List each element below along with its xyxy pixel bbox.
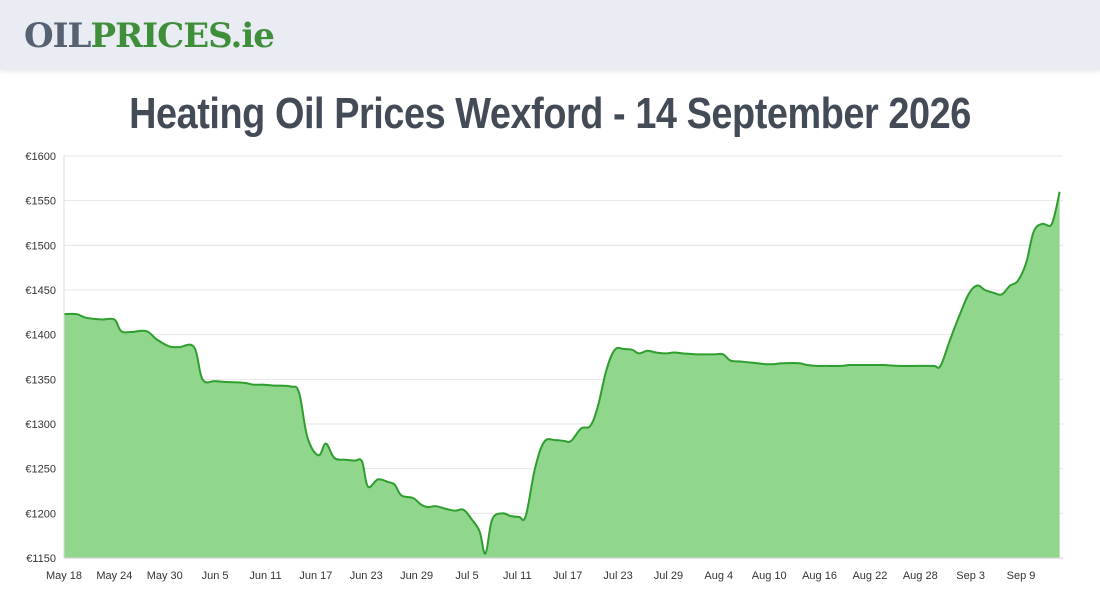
page-title: Heating Oil Prices Wexford - 14 Septembe… (129, 89, 971, 138)
x-tick-label: Aug 28 (903, 570, 938, 582)
logo-oil-text: OIL (24, 16, 91, 56)
y-axis: €1150 €1200 €1250 €1300 €1350 €1400 €1450 €1500… (25, 151, 65, 565)
x-tick-label: Jul 5 (455, 570, 478, 582)
y-tick-label: €1300 (25, 419, 56, 431)
logo-tld-text: .ie (230, 16, 274, 56)
x-tick-label: May 24 (96, 570, 132, 582)
x-tick-label: Jun 29 (400, 570, 433, 582)
x-tick-label: Jul 11 (503, 570, 532, 582)
series-line (63, 191, 1061, 555)
x-axis: May 18 May 24 May 30 Jun 5 Jun 11 Jun 17 Jun 2… (46, 557, 1063, 582)
y-tick-label: €1450 (25, 285, 56, 297)
x-tick-label: Aug 16 (802, 570, 837, 582)
y-tick-label: €1400 (25, 330, 56, 342)
chart-series-area (63, 191, 1061, 559)
x-tick-label: Jul 23 (603, 570, 632, 582)
x-tick-label: Aug 4 (704, 570, 733, 582)
logo-prices-text: PRICES (90, 16, 231, 56)
x-tick-label: Sep 3 (956, 570, 985, 582)
x-tick-label: Jun 23 (350, 570, 383, 582)
y-tick-label: €1350 (25, 374, 56, 386)
y-tick-label: €1200 (25, 508, 56, 520)
x-tick-label: Jun 11 (249, 570, 281, 582)
x-tick-label: Aug 22 (852, 570, 887, 582)
y-tick-label: €1600 (25, 151, 56, 163)
x-tick-label: Jul 29 (654, 570, 683, 582)
site-header: OILPRICES.ie (0, 0, 1100, 70)
x-tick-label: May 30 (147, 570, 183, 582)
y-tick-label: €1500 (25, 240, 56, 252)
x-tick-label: Jun 5 (202, 570, 229, 582)
y-tick-label: €1250 (25, 464, 56, 476)
y-tick-label: €1150 (26, 553, 56, 565)
series-area-fill (64, 191, 1060, 559)
x-tick-label: Jul 17 (553, 570, 582, 582)
x-tick-label: Jun 17 (299, 570, 332, 582)
y-tick-label: €1550 (25, 196, 56, 208)
x-tick-label: May 18 (46, 570, 82, 582)
x-tick-label: Aug 10 (752, 570, 787, 582)
site-logo[interactable]: OILPRICES.ie (24, 14, 275, 58)
x-tick-label: Sep 9 (1007, 570, 1036, 582)
